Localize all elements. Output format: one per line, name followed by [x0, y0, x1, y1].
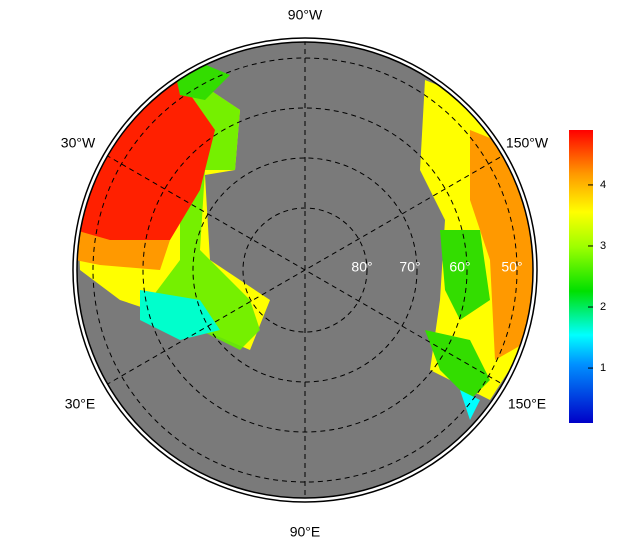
colorbar-gradient — [569, 130, 593, 423]
colorbar-tick-label: 1 — [600, 362, 606, 374]
colorbar-tick-label: 4 — [600, 179, 606, 191]
lon-label: 90°E — [290, 524, 321, 540]
lat-label: 60° — [449, 259, 470, 275]
colorbar: 1 2 3 4 — [569, 130, 606, 423]
lon-label: 30°W — [61, 135, 96, 151]
lat-label: 70° — [399, 259, 420, 275]
lat-label: 50° — [501, 259, 522, 275]
lon-label: 30°E — [65, 396, 96, 412]
colorbar-tick-label: 2 — [600, 301, 606, 313]
map-border-outer — [72, 37, 538, 503]
lon-label: 150°W — [506, 135, 549, 151]
colorbar-tick-label: 3 — [600, 240, 606, 252]
map-border — [76, 41, 534, 499]
lon-label: 150°E — [508, 396, 546, 412]
lon-label: 90°W — [288, 7, 323, 23]
lat-label: 80° — [351, 259, 372, 275]
